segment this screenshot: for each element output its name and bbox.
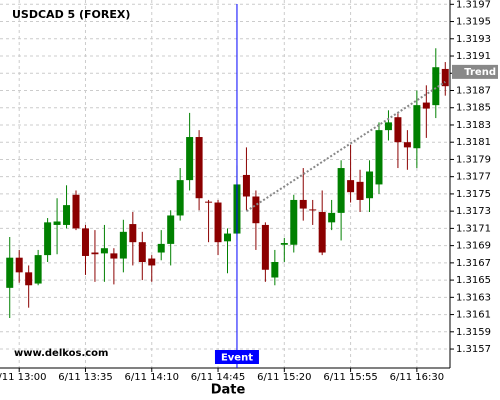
candle-body <box>100 248 108 254</box>
candle-body <box>422 102 430 109</box>
trend-label: Trend <box>464 67 496 78</box>
candle-body <box>34 255 42 284</box>
y-tick-label: 1.3159 <box>456 327 491 338</box>
y-tick-label: 1.3165 <box>456 275 491 286</box>
candle-body <box>347 180 355 193</box>
candle-body <box>309 209 317 211</box>
candle-body <box>91 252 99 255</box>
candle-body <box>394 117 402 143</box>
y-tick-label: 1.3167 <box>456 258 491 269</box>
x-tick-label: 6/11 16:30 <box>390 372 444 383</box>
x-tick-label: 6/11 14:10 <box>125 372 179 383</box>
x-tick-label: 6/11 15:20 <box>257 372 311 383</box>
y-tick-label: 1.3187 <box>456 85 491 96</box>
x-tick-label: 6/11 15:55 <box>323 372 377 383</box>
trend-line <box>245 81 446 212</box>
y-tick-label: 1.3193 <box>456 34 491 45</box>
candle-body <box>186 137 194 181</box>
candles <box>6 48 449 319</box>
candle-body <box>157 243 165 253</box>
candle-body <box>375 130 383 185</box>
candle-body <box>252 196 260 224</box>
candle-body <box>15 257 23 273</box>
candle-body <box>290 199 298 245</box>
candle-body <box>413 105 421 149</box>
candle-body <box>299 199 307 209</box>
candle-body <box>271 261 279 278</box>
candle-body <box>337 168 345 213</box>
candle-body <box>138 242 146 262</box>
y-tick-label: 1.3197 <box>456 0 491 10</box>
y-tick-label: 1.3179 <box>456 154 491 165</box>
y-tick-label: 1.3169 <box>456 241 491 252</box>
candle-body <box>44 222 52 256</box>
candle-body <box>53 221 61 225</box>
candle-body <box>328 212 336 223</box>
candle-body <box>432 67 440 106</box>
y-tick-label: 1.3183 <box>456 120 491 131</box>
y-tick-label: 1.3185 <box>456 103 491 114</box>
candle-body <box>224 233 231 242</box>
y-tick-label: 1.3175 <box>456 189 491 200</box>
x-tick-label: 6/11 13:35 <box>58 372 112 383</box>
y-tick-label: 1.3171 <box>456 223 491 234</box>
y-tick-label: 1.3161 <box>456 310 491 321</box>
candle-body <box>25 272 33 286</box>
y-tick-label: 1.3191 <box>456 51 491 62</box>
chart-title: USDCAD 5 (FOREX) <box>12 8 130 21</box>
watermark: www.delkos.com <box>14 348 108 359</box>
y-tick-label: 1.3181 <box>456 137 491 148</box>
candle-body <box>129 224 137 243</box>
candle-body <box>205 201 213 203</box>
candle-body <box>261 224 269 270</box>
candle-body <box>167 215 175 244</box>
x-axis-label: Date <box>211 383 246 398</box>
trend-label-box <box>452 64 498 79</box>
y-tick-label: 1.3157 <box>456 344 491 355</box>
y-tick-label: 1.3173 <box>456 206 491 217</box>
candle-body <box>441 68 449 87</box>
candle-body <box>318 212 326 253</box>
candle-body <box>6 257 14 288</box>
candle-body <box>403 142 411 148</box>
candle-body <box>214 202 222 243</box>
candle-body <box>280 243 288 245</box>
x-tick-label: 6/11 14:45 <box>191 372 245 383</box>
candle-body <box>110 253 118 259</box>
event-label-box <box>214 350 259 364</box>
y-tick-label: 1.3195 <box>456 17 491 28</box>
candle-body <box>63 205 71 225</box>
x-tick-label: 6/11 13:00 <box>0 372 46 383</box>
y-tick-label: 1.3177 <box>456 172 491 183</box>
candle-body <box>72 194 80 229</box>
candle-body <box>119 231 127 259</box>
event-label: Event <box>221 353 253 364</box>
candle-body <box>176 180 184 216</box>
candle-body <box>366 171 374 199</box>
candle-body <box>384 122 392 131</box>
candle-body <box>148 258 156 266</box>
candle-body <box>81 228 89 256</box>
candle-body <box>356 181 364 200</box>
candle-body <box>195 137 203 199</box>
candle-body <box>242 174 250 197</box>
y-tick-label: 1.3163 <box>456 292 491 303</box>
